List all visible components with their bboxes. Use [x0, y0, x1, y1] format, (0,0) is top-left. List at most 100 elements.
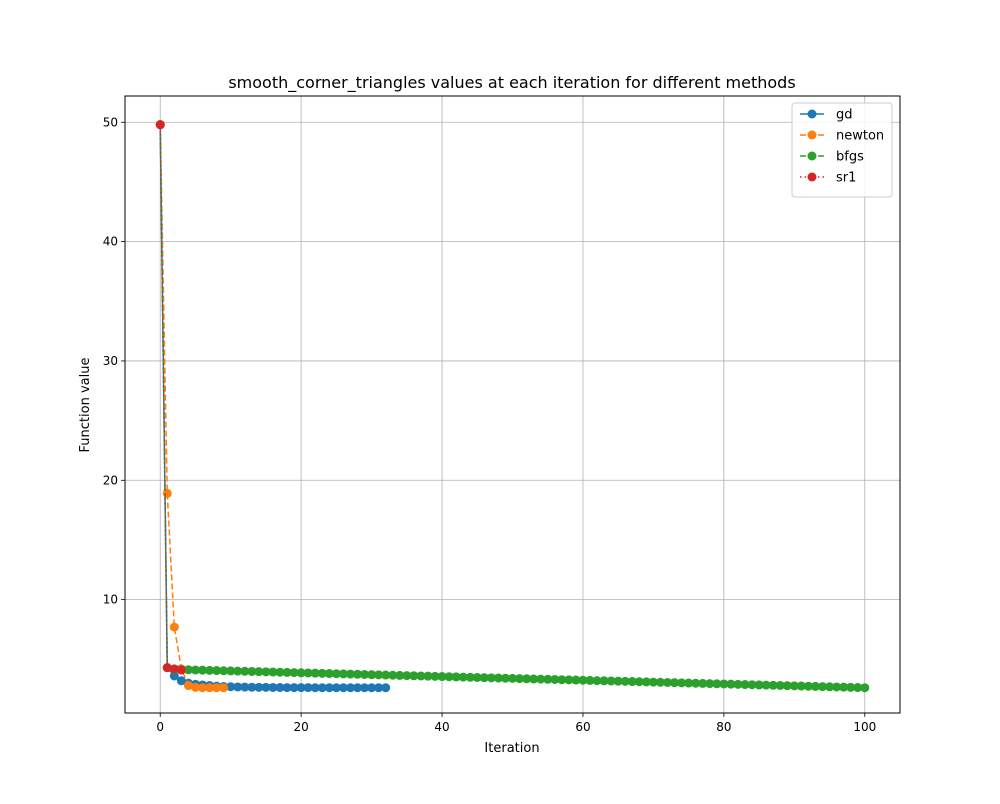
data-point-gd	[381, 683, 391, 693]
legend-label-newton: newton	[836, 129, 884, 144]
data-point-bfgs	[275, 667, 285, 677]
data-point-gd	[324, 683, 334, 693]
data-point-bfgs	[733, 679, 743, 689]
data-point-bfgs	[268, 667, 278, 677]
legend-item-sr1: sr1	[800, 171, 856, 186]
legend-box	[791, 102, 893, 198]
data-point-bfgs	[634, 677, 644, 687]
y-axis-label: Function value	[78, 358, 93, 453]
data-point-bfgs	[691, 678, 701, 688]
data-point-gd	[317, 683, 327, 693]
legend-marker-bfgs	[807, 151, 817, 161]
data-point-bfgs	[761, 680, 771, 690]
data-point-gd	[268, 682, 278, 692]
data-point-gd	[296, 683, 306, 693]
data-point-bfgs	[212, 666, 222, 676]
legend-item-bfgs: bfgs	[800, 150, 864, 165]
data-point-bfgs	[465, 672, 475, 682]
x-tick-label: 20	[293, 720, 308, 734]
data-point-bfgs	[585, 675, 595, 685]
data-point-bfgs	[240, 666, 250, 676]
legend-marker-newton	[807, 130, 817, 140]
y-tick-label: 50	[103, 115, 118, 129]
data-point-bfgs	[430, 671, 440, 681]
data-point-bfgs	[282, 667, 292, 677]
grid	[125, 96, 900, 713]
data-point-bfgs	[381, 670, 391, 680]
data-point-bfgs	[416, 671, 426, 681]
data-point-gd	[289, 683, 299, 693]
data-point-gd	[247, 682, 257, 692]
data-point-gd	[261, 682, 271, 692]
data-point-bfgs	[684, 678, 694, 688]
data-point-bfgs	[183, 665, 193, 675]
data-point-bfgs	[578, 675, 588, 685]
data-point-gd	[240, 682, 250, 692]
y-tick-label: 10	[103, 593, 118, 607]
data-point-bfgs	[409, 671, 419, 681]
data-point-bfgs	[331, 669, 341, 679]
data-point-bfgs	[493, 673, 503, 683]
data-point-bfgs	[550, 675, 560, 684]
data-point-newton	[219, 683, 229, 693]
data-point-bfgs	[303, 668, 313, 678]
data-point-bfgs	[324, 669, 334, 679]
data-point-bfgs	[261, 667, 271, 677]
data-point-bfgs	[839, 682, 849, 692]
data-point-gd	[345, 683, 355, 693]
legend-label-bfgs: bfgs	[836, 150, 864, 165]
data-point-gd	[176, 676, 186, 686]
data-point-bfgs	[423, 671, 433, 681]
data-point-bfgs	[564, 675, 574, 685]
x-tick-label: 60	[575, 720, 590, 734]
data-point-newton	[162, 488, 172, 498]
data-point-bfgs	[515, 674, 525, 684]
data-point-bfgs	[395, 670, 405, 680]
data-point-bfgs	[500, 673, 510, 683]
data-point-bfgs	[712, 679, 722, 689]
data-point-bfgs	[437, 672, 447, 682]
data-point-bfgs	[782, 681, 792, 691]
data-point-bfgs	[796, 681, 806, 691]
data-point-bfgs	[832, 682, 842, 692]
data-point-gd	[226, 682, 236, 692]
data-point-bfgs	[768, 680, 778, 690]
data-point-bfgs	[345, 669, 355, 679]
data-point-bfgs	[451, 672, 461, 682]
legend-label-sr1: sr1	[836, 171, 856, 186]
data-point-bfgs	[592, 676, 602, 686]
data-point-gd	[282, 683, 292, 693]
data-point-bfgs	[353, 669, 362, 679]
legend-item-newton: newton	[800, 129, 884, 144]
data-point-bfgs	[296, 668, 306, 678]
data-point-bfgs	[846, 682, 856, 692]
data-point-bfgs	[402, 671, 412, 681]
data-point-gd	[374, 683, 384, 693]
series-layer	[155, 120, 870, 693]
data-point-bfgs	[818, 682, 827, 692]
y-tick-label: 30	[103, 354, 118, 368]
data-point-bfgs	[803, 681, 813, 691]
data-point-bfgs	[853, 683, 863, 693]
data-point-bfgs	[663, 677, 672, 687]
data-point-bfgs	[198, 665, 207, 675]
data-point-gd	[360, 683, 370, 693]
data-point-bfgs	[620, 676, 630, 686]
data-point-bfgs	[747, 680, 757, 690]
data-point-gd	[310, 683, 320, 693]
y-tick-label: 40	[103, 235, 118, 249]
y-tick-label: 20	[103, 473, 118, 487]
data-point-bfgs	[705, 679, 715, 689]
data-point-gd	[233, 682, 243, 692]
data-point-bfgs	[789, 681, 799, 691]
x-tick-label: 40	[434, 720, 449, 734]
data-point-sr1	[176, 665, 186, 675]
data-point-bfgs	[740, 680, 750, 690]
x-axis-label: Iteration	[484, 741, 539, 756]
data-point-bfgs	[641, 677, 651, 687]
data-point-bfgs	[247, 666, 257, 676]
data-point-gd	[169, 671, 179, 681]
data-point-gd	[353, 683, 362, 693]
